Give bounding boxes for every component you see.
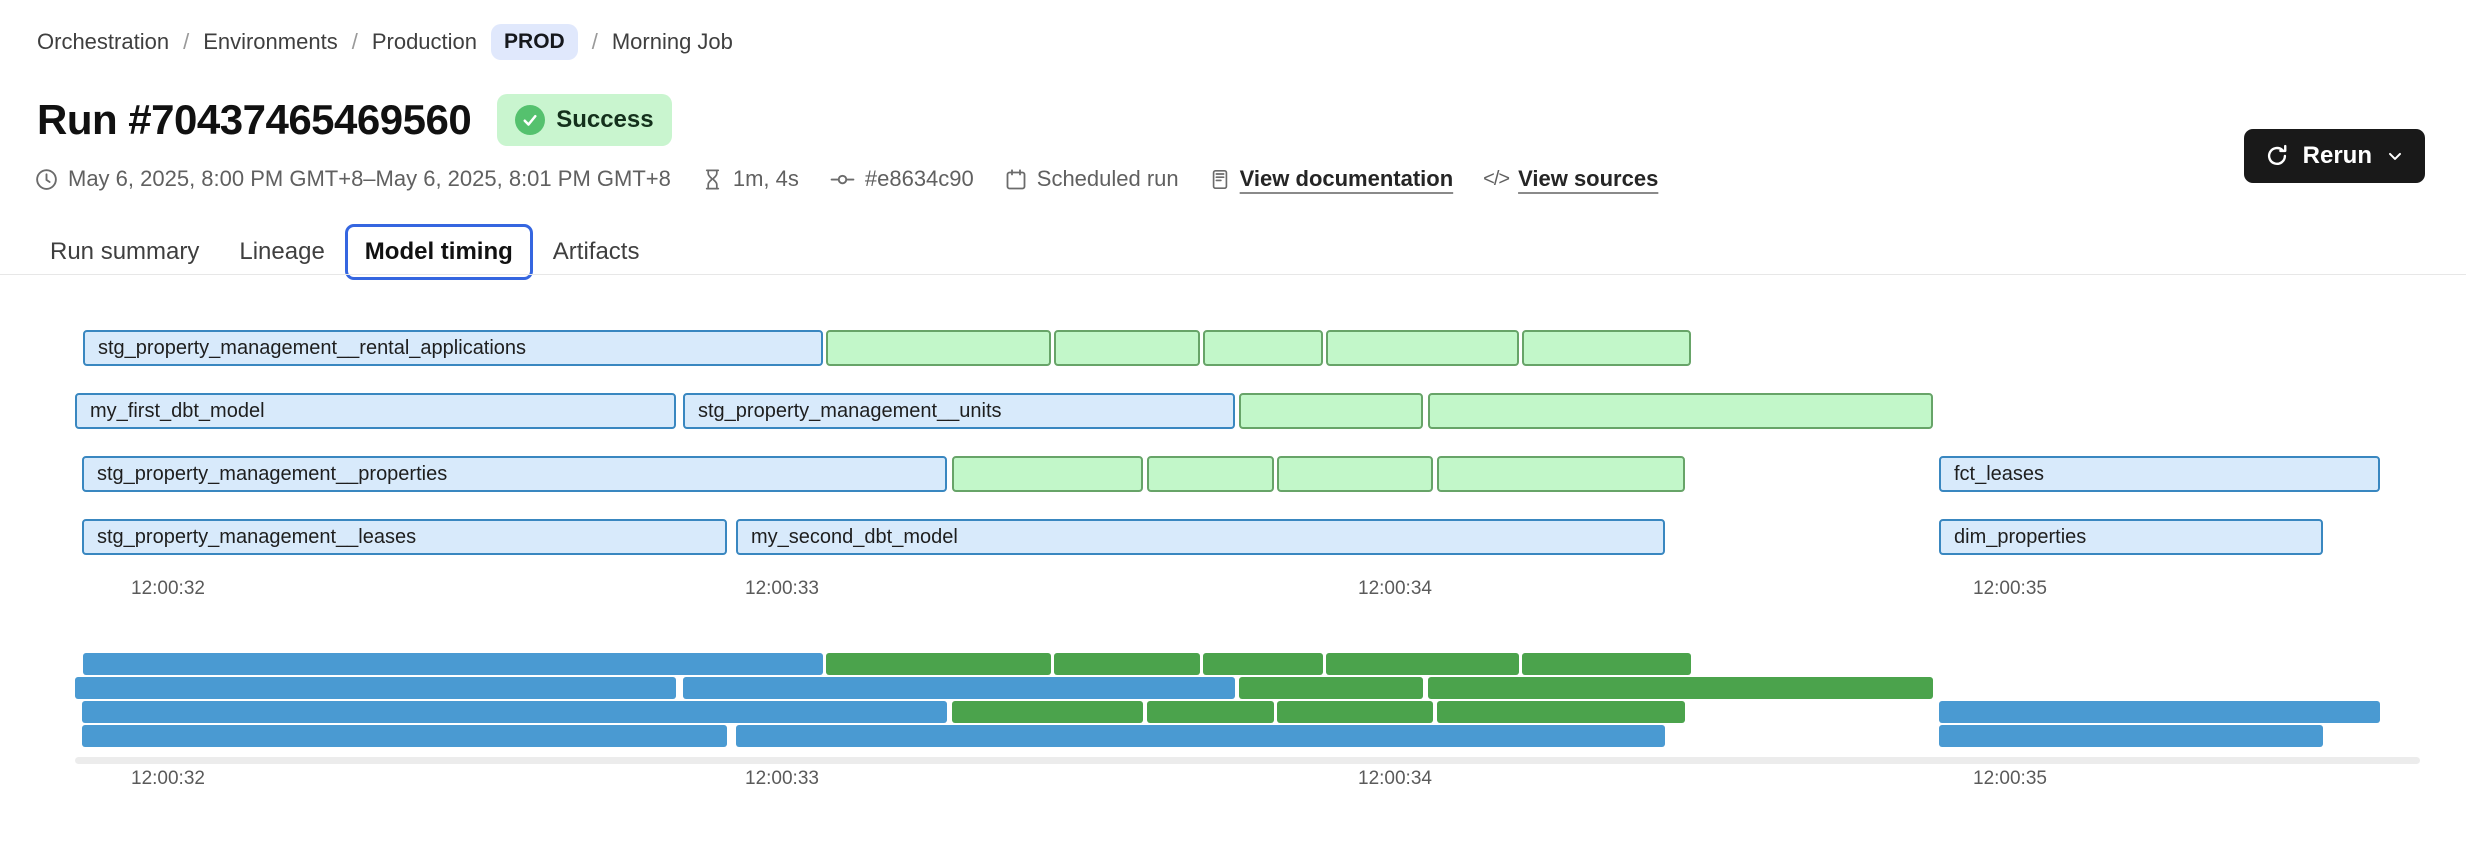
- gantt-bar-label: stg_property_management__units: [698, 399, 1002, 422]
- gantt-bar-label: fct_leases: [1954, 462, 2045, 485]
- gantt-bar-segment[interactable]: [1326, 330, 1519, 366]
- document-icon: [1209, 167, 1231, 192]
- tab-lineage[interactable]: Lineage: [239, 238, 325, 265]
- gantt-bar-segment[interactable]: [1277, 456, 1433, 492]
- gantt-bar-segment[interactable]: [1437, 456, 1685, 492]
- gantt-bar-stg_property_management__units[interactable]: stg_property_management__units: [683, 393, 1235, 429]
- status-badge: Success: [497, 94, 672, 146]
- view-sources[interactable]: </> View sources: [1483, 166, 1658, 192]
- gantt-bar-label: stg_property_management__rental_applicat…: [98, 336, 527, 359]
- breadcrumb-separator: /: [183, 29, 190, 54]
- minimap-bar: [82, 701, 947, 723]
- tab-divider: [0, 274, 2466, 275]
- gantt-bar-label: dim_properties: [1954, 525, 2087, 548]
- gantt-bar-segment[interactable]: [1203, 330, 1323, 366]
- trigger-text: Scheduled run: [1036, 166, 1179, 191]
- breadcrumb-separator: /: [591, 29, 598, 54]
- minimap-bar: [1326, 653, 1519, 675]
- title-row: Run #70437465469560 Success: [37, 94, 672, 146]
- gantt-bar-label: stg_property_management__properties: [97, 462, 448, 485]
- gantt-bar-dim_properties[interactable]: dim_properties: [1939, 519, 2323, 555]
- minimap-bar: [952, 701, 1143, 723]
- minimap-bar: [83, 653, 823, 675]
- minimap-bar: [683, 677, 1235, 699]
- gantt-bar-label: my_second_dbt_model: [751, 525, 958, 548]
- rerun-button-label: Rerun: [2302, 142, 2372, 169]
- rerun-button[interactable]: Rerun: [2243, 129, 2425, 183]
- gantt-axis-label: 12:00:33: [745, 578, 819, 599]
- environment-badge: PROD: [491, 24, 578, 60]
- breadcrumb-morning-job[interactable]: Morning Job: [611, 29, 733, 54]
- gantt-bar-stg_property_management__properties[interactable]: stg_property_management__properties: [82, 456, 947, 492]
- minimap-bar: [82, 725, 727, 747]
- gantt-bar-label: stg_property_management__leases: [97, 525, 417, 548]
- minimap-bar: [1437, 701, 1685, 723]
- gantt-bar-segment[interactable]: [1054, 330, 1200, 366]
- duration-text: 1m, 4s: [732, 166, 799, 191]
- minimap-bar: [1522, 653, 1691, 675]
- minimap-bar: [1239, 677, 1423, 699]
- gantt-bar-segment[interactable]: [1428, 393, 1933, 429]
- gantt-bar-segment[interactable]: [1147, 456, 1274, 492]
- gantt-axis-label: 12:00:34: [1358, 578, 1432, 599]
- minimap-bar: [1428, 677, 1933, 699]
- minimap-axis-label: 12:00:32: [131, 768, 205, 789]
- gantt-bar-label: my_first_dbt_model: [90, 399, 265, 422]
- breadcrumb-orchestration[interactable]: Orchestration: [37, 29, 170, 54]
- gantt-axis-label: 12:00:32: [131, 578, 205, 599]
- gantt-axis-label: 12:00:35: [1973, 578, 2047, 599]
- chevron-down-icon[interactable]: [2385, 146, 2405, 166]
- view-documentation[interactable]: View documentation: [1209, 166, 1454, 192]
- minimap-bar: [1147, 701, 1274, 723]
- gantt-bar-stg_property_management__leases[interactable]: stg_property_management__leases: [82, 519, 727, 555]
- view-documentation-link[interactable]: View documentation: [1239, 166, 1454, 191]
- view-sources-link[interactable]: View sources: [1518, 166, 1659, 191]
- gantt-bar-segment[interactable]: [952, 456, 1143, 492]
- minimap-bar: [1939, 701, 2380, 723]
- commit: #e8634c90: [829, 166, 974, 192]
- run-meta-row: May 6, 2025, 8:00 PM GMT+8–May 6, 2025, …: [34, 166, 1658, 192]
- commit-sha: #e8634c90: [864, 166, 974, 191]
- date-range: May 6, 2025, 8:00 PM GMT+8–May 6, 2025, …: [34, 166, 671, 192]
- minimap-axis-label: 12:00:35: [1973, 768, 2047, 789]
- minimap-bar: [826, 653, 1051, 675]
- breadcrumb: Orchestration / Environments / Productio…: [37, 24, 733, 60]
- code-icon: </>: [1483, 167, 1510, 190]
- status-badge-label: Success: [556, 106, 654, 133]
- gantt-bar-fct_leases[interactable]: fct_leases: [1939, 456, 2380, 492]
- gantt-bar-stg_property_management__rental_applications[interactable]: stg_property_management__rental_applicat…: [83, 330, 823, 366]
- breadcrumb-environments[interactable]: Environments: [203, 29, 338, 54]
- tab-artifacts[interactable]: Artifacts: [552, 238, 640, 265]
- clock-icon: [34, 167, 59, 192]
- hourglass-icon: [701, 167, 724, 192]
- minimap-bar: [1203, 653, 1323, 675]
- minimap-bar: [1277, 701, 1433, 723]
- gantt-bar-segment[interactable]: [1522, 330, 1691, 366]
- breadcrumb-production[interactable]: Production: [371, 29, 478, 54]
- minimap-bar: [736, 725, 1665, 747]
- commit-icon: [829, 167, 856, 192]
- gantt-bar-segment[interactable]: [1239, 393, 1423, 429]
- gantt-bar-segment[interactable]: [826, 330, 1051, 366]
- duration: 1m, 4s: [701, 166, 799, 192]
- minimap-scrollbar-track[interactable]: [75, 757, 2420, 764]
- tab-run-summary[interactable]: Run summary: [50, 238, 200, 265]
- tab-model-timing[interactable]: Model timing: [344, 224, 533, 280]
- calendar-icon: [1004, 167, 1028, 192]
- tab-bar: Run summary Lineage Model timing Artifac…: [30, 224, 659, 280]
- gantt-bar-my_second_dbt_model[interactable]: my_second_dbt_model: [736, 519, 1665, 555]
- date-range-text: May 6, 2025, 8:00 PM GMT+8–May 6, 2025, …: [68, 166, 671, 191]
- refresh-icon: [2264, 143, 2290, 169]
- check-icon: [515, 105, 546, 135]
- minimap-bar: [1939, 725, 2323, 747]
- page-title: Run #70437465469560: [37, 96, 472, 143]
- minimap-bar: [1054, 653, 1200, 675]
- minimap-bar: [75, 677, 676, 699]
- minimap-axis-label: 12:00:33: [745, 768, 819, 789]
- gantt-bar-my_first_dbt_model[interactable]: my_first_dbt_model: [75, 393, 676, 429]
- breadcrumb-separator: /: [351, 29, 358, 54]
- trigger: Scheduled run: [1004, 166, 1179, 192]
- minimap-axis-label: 12:00:34: [1358, 768, 1432, 789]
